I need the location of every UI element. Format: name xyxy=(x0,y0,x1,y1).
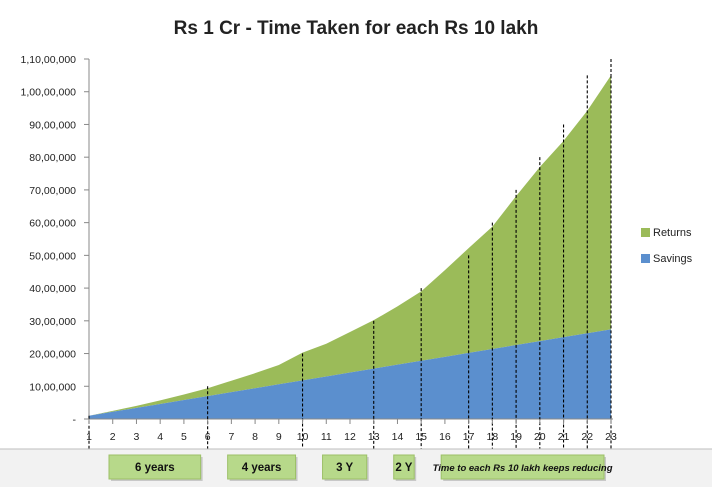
x-tick-label: 23 xyxy=(605,431,617,443)
period-label: 2 Y xyxy=(395,462,412,474)
y-tick-label: 1,00,00,000 xyxy=(21,87,77,99)
legend: Returns Savings xyxy=(641,227,693,265)
x-tick-label: 17 xyxy=(463,431,475,443)
period-box xyxy=(108,454,202,480)
period-label: Time to each Rs 10 lakh keeps reducing xyxy=(433,463,613,474)
period-label: 4 years xyxy=(242,462,282,474)
y-tick-label: 80,00,000 xyxy=(29,152,76,164)
x-tick-label: 11 xyxy=(321,431,332,443)
x-tick-label: 21 xyxy=(558,431,570,443)
period-box xyxy=(440,454,605,480)
x-tick-label: 14 xyxy=(392,431,404,443)
y-tick-label: 20,00,000 xyxy=(29,349,76,361)
legend-swatch xyxy=(641,254,650,263)
y-tick-label: 10,00,000 xyxy=(29,381,76,393)
x-tick-label: 15 xyxy=(415,431,427,443)
legend-label: Savings xyxy=(653,253,693,265)
returns-area xyxy=(89,75,611,416)
period-label: 6 years xyxy=(135,462,175,474)
x-tick-label: 22 xyxy=(581,431,593,443)
y-tick-label: 70,00,000 xyxy=(29,185,76,197)
legend-label: Returns xyxy=(653,227,692,239)
y-tick-label: - xyxy=(73,414,77,426)
x-tick-label: 8 xyxy=(252,431,258,443)
x-tick-label: 9 xyxy=(276,431,282,443)
x-tick-label: 5 xyxy=(181,431,187,443)
y-tick-label: 30,00,000 xyxy=(29,316,76,328)
period-box xyxy=(227,454,297,480)
y-tick-label: 50,00,000 xyxy=(29,250,76,262)
y-axis: - 10,00,000 20,00,000 30,00,000 40,00,000 50,… xyxy=(21,54,89,426)
x-tick-label: 2 xyxy=(110,431,116,443)
y-tick-label: 60,00,000 xyxy=(29,218,76,230)
plot-area xyxy=(88,59,613,420)
period-bar: 6 years 4 years 3 Y 2 Y Time to each Rs 10 l… xyxy=(0,448,712,487)
period-label: 3 Y xyxy=(336,462,353,474)
x-tick-label: 7 xyxy=(228,431,234,443)
period-box xyxy=(322,454,368,480)
period-box xyxy=(393,454,415,480)
x-tick-label: 18 xyxy=(487,431,499,443)
y-tick-label: 1,10,00,000 xyxy=(21,54,77,66)
chart-title: Rs 1 Cr - Time Taken for each Rs 10 lakh xyxy=(174,18,539,39)
x-tick-label: 12 xyxy=(344,431,356,443)
y-tick-label: 40,00,000 xyxy=(29,283,76,295)
legend-swatch xyxy=(641,228,650,237)
x-tick-label: 20 xyxy=(534,431,546,443)
x-tick-label: 4 xyxy=(157,431,163,443)
x-tick-label: 1 xyxy=(86,431,92,443)
savings-area xyxy=(89,329,611,419)
x-tick-label: 16 xyxy=(439,431,451,443)
x-tick-label: 19 xyxy=(510,431,522,443)
x-tick-label: 13 xyxy=(368,431,380,443)
x-tick-label: 3 xyxy=(134,431,140,443)
x-axis: 1 2 3 4 5 6 7 8 9 10 11 12 13 14 15 16 17 18 19 20 21 22 23 xyxy=(86,419,617,443)
y-tick-label: 90,00,000 xyxy=(29,119,76,131)
x-tick-label: 10 xyxy=(297,431,309,443)
x-tick-label: 6 xyxy=(205,431,211,443)
